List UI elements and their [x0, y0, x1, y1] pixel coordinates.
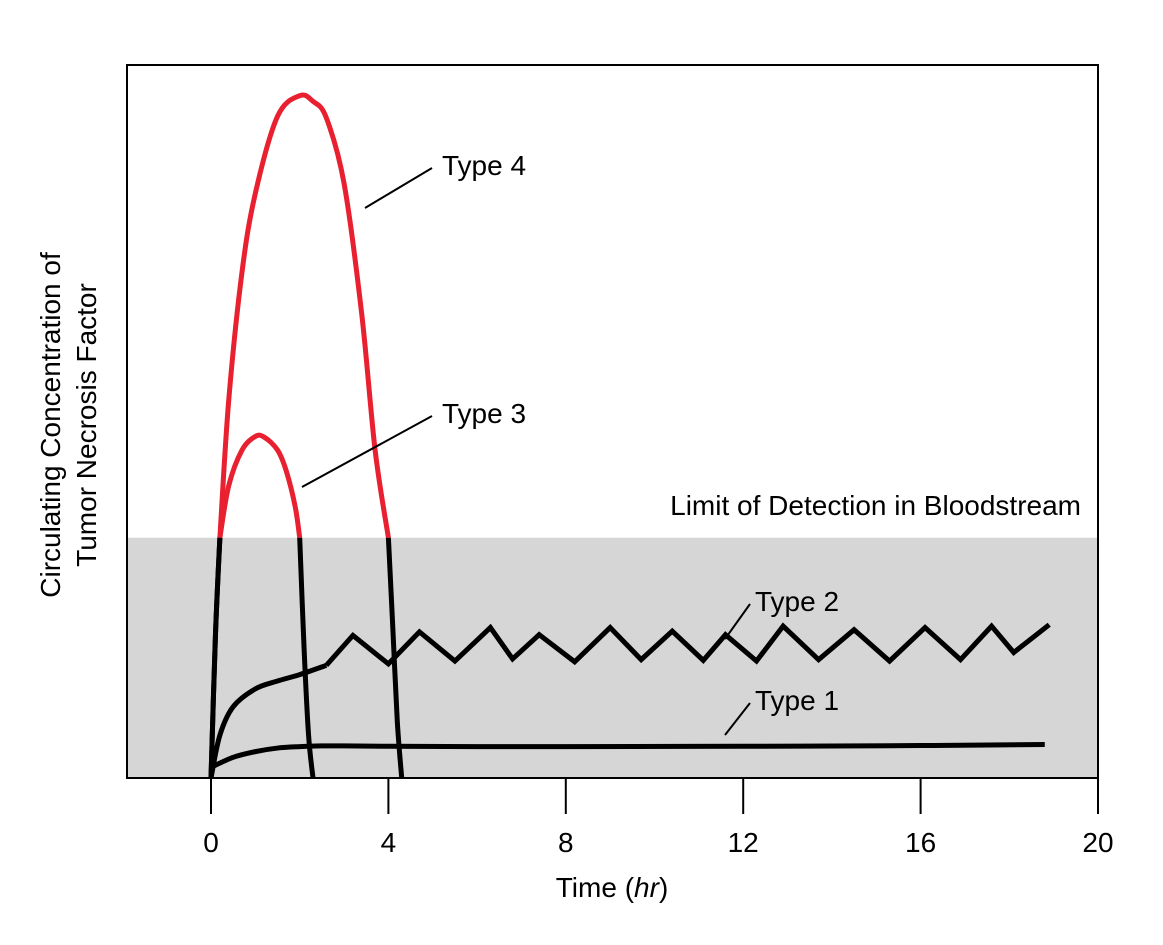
series-line-type-4-segment-2: [385, 537, 405, 779]
series-line-type-1-segment-0: [209, 741, 1045, 770]
y-axis-title-line-1: Circulating Concentration of: [35, 252, 66, 598]
x-tick-label-0: 0: [203, 827, 219, 858]
below-detection-region: [127, 537, 1098, 778]
series-line-type-2-oscillation: [324, 622, 1051, 668]
x-axis-title-main: Time (: [556, 872, 635, 903]
pointer-type-3: [301, 415, 433, 488]
x-tick-label-8: 8: [558, 827, 574, 858]
pointer-type-4: [364, 167, 433, 209]
x-axis: 0 4 8 12 16 20: [203, 778, 1114, 858]
series-line-type-4-segment-1: [217, 92, 391, 539]
x-axis-title-unit: hr: [634, 872, 661, 903]
pointer-type-2: [724, 603, 751, 640]
series-line-type-2-rise: [208, 662, 328, 779]
series-line-type-3-segment-1: [217, 432, 303, 539]
pointer-type-1: [724, 702, 751, 736]
label-pointers: [301, 167, 751, 736]
x-tick-label-16: 16: [905, 827, 936, 858]
series-label-type-2: Type 2: [755, 586, 839, 617]
series-label-type-3: Type 3: [442, 398, 526, 429]
series-label-type-1: Type 1: [755, 685, 839, 716]
x-tick-label-12: 12: [728, 827, 759, 858]
x-tick-label-4: 4: [381, 827, 397, 858]
series-label-type-4: Type 4: [442, 150, 526, 181]
x-tick-label-20: 20: [1082, 827, 1113, 858]
x-axis-title: Time (hr): [556, 872, 669, 903]
series-line-type-3-segment-2: [297, 537, 316, 779]
y-axis-title-line-2: Tumor Necrosis Factor: [71, 283, 102, 567]
detection-limit-label: Limit of Detection in Bloodstream: [670, 490, 1081, 521]
plot-frame: [126, 64, 1099, 779]
series-layer: [208, 92, 1051, 779]
x-axis-title-close: ): [659, 872, 668, 903]
series-line-type-4-segment-0: [208, 537, 223, 779]
